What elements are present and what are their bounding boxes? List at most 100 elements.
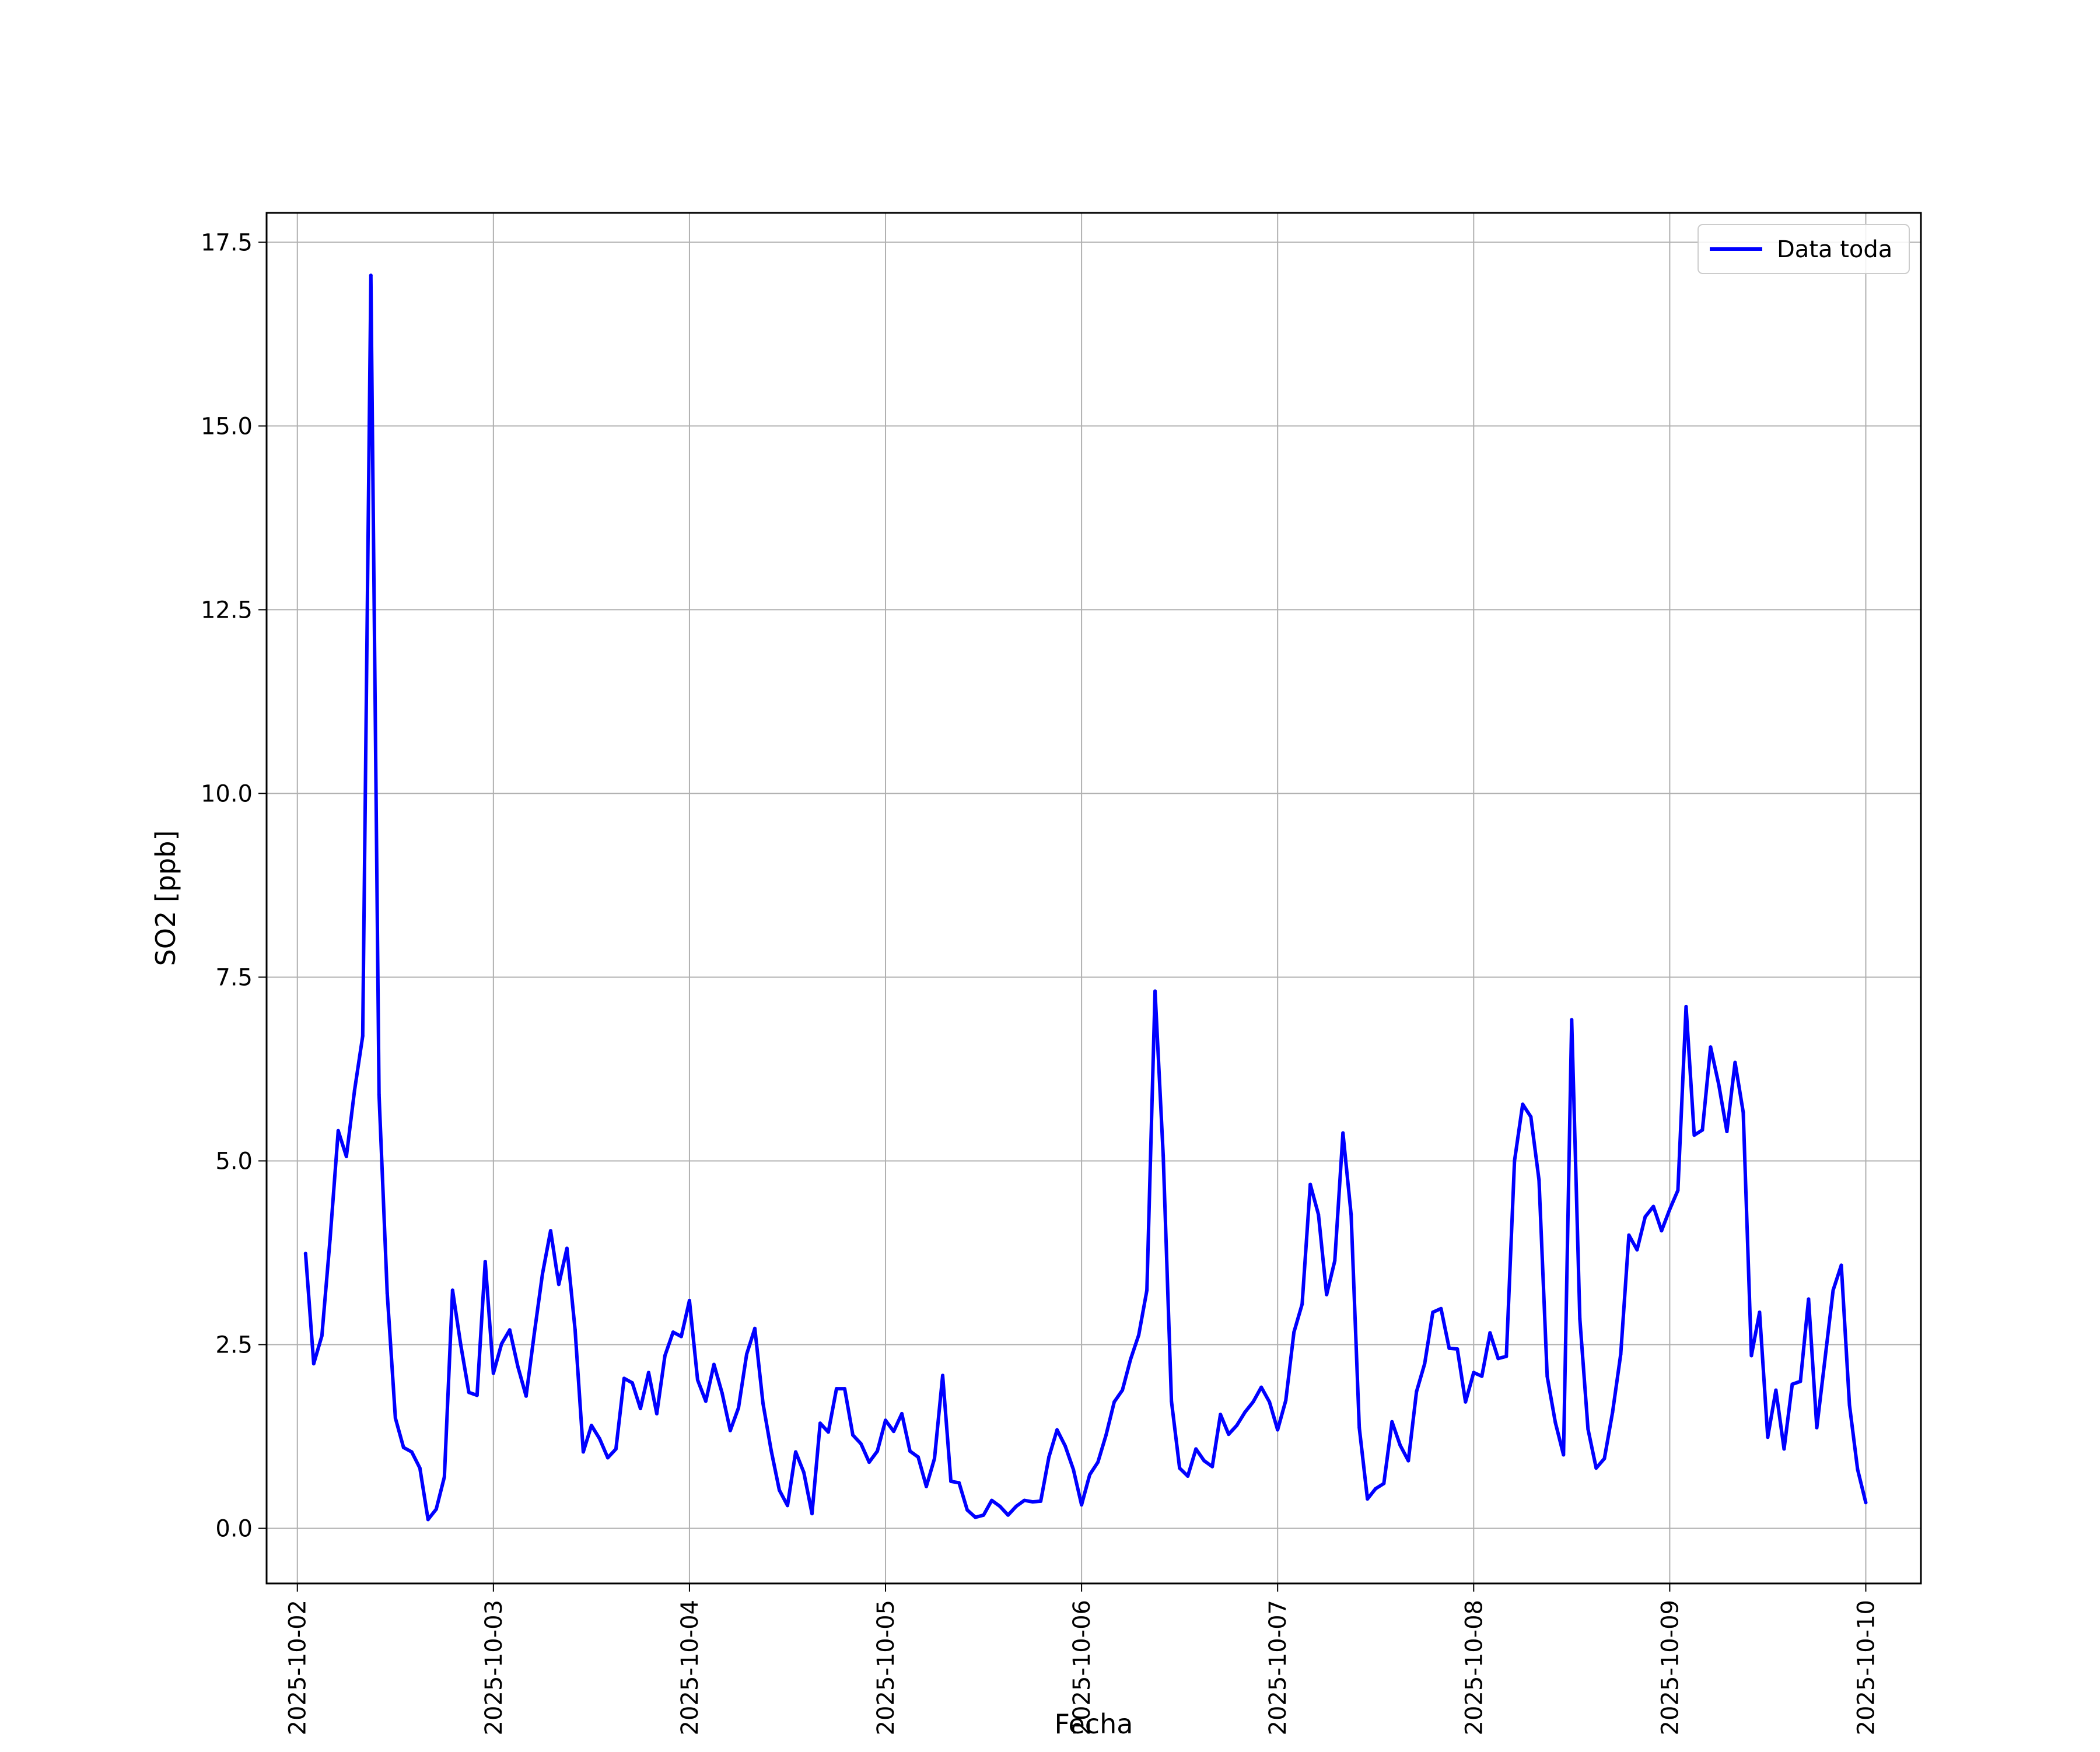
data-point bbox=[1611, 1410, 1615, 1414]
data-point bbox=[1251, 1400, 1255, 1404]
data-point bbox=[532, 1331, 536, 1336]
data-point bbox=[303, 1252, 307, 1256]
data-point bbox=[573, 1328, 577, 1332]
data-point bbox=[1398, 1443, 1402, 1448]
data-point bbox=[1504, 1354, 1508, 1358]
data-point bbox=[810, 1512, 814, 1516]
data-point bbox=[1856, 1467, 1860, 1471]
data-point bbox=[1823, 1357, 1827, 1361]
data-point bbox=[1488, 1331, 1492, 1335]
data-point bbox=[1464, 1400, 1468, 1404]
y-tick-label: 15.0 bbox=[201, 413, 253, 440]
x-tick-label: 2025-10-07 bbox=[1265, 1600, 1292, 1735]
data-point bbox=[1480, 1374, 1484, 1378]
data-point bbox=[499, 1342, 503, 1346]
data-point bbox=[1088, 1473, 1092, 1477]
data-point bbox=[982, 1513, 986, 1517]
data-point bbox=[1782, 1447, 1786, 1451]
data-point bbox=[548, 1229, 552, 1233]
x-tick-label: 2025-10-02 bbox=[285, 1600, 312, 1735]
y-tick-label: 7.5 bbox=[215, 964, 253, 991]
data-point bbox=[1439, 1306, 1443, 1311]
data-point bbox=[410, 1450, 414, 1454]
data-point bbox=[1153, 989, 1157, 993]
data-point bbox=[401, 1445, 405, 1449]
data-point bbox=[328, 1238, 332, 1242]
y-tick-label: 5.0 bbox=[215, 1148, 253, 1175]
data-point bbox=[1178, 1466, 1182, 1470]
data-point bbox=[851, 1433, 855, 1437]
data-point bbox=[827, 1430, 830, 1434]
data-point bbox=[1292, 1330, 1296, 1334]
x-tick-label: 2025-10-08 bbox=[1461, 1600, 1488, 1735]
data-point bbox=[1047, 1455, 1051, 1459]
data-point bbox=[1006, 1513, 1010, 1517]
data-point bbox=[916, 1455, 920, 1459]
data-point bbox=[1308, 1182, 1312, 1186]
data-point bbox=[769, 1448, 773, 1452]
data-point bbox=[1031, 1500, 1035, 1504]
data-point bbox=[483, 1260, 487, 1264]
data-point bbox=[835, 1387, 838, 1391]
data-point bbox=[360, 1034, 365, 1038]
data-point bbox=[1137, 1333, 1141, 1337]
data-point bbox=[352, 1088, 356, 1092]
data-point bbox=[1333, 1259, 1337, 1263]
data-point bbox=[1578, 1317, 1582, 1321]
data-point bbox=[475, 1393, 479, 1397]
x-tick-label: 2025-10-03 bbox=[481, 1600, 508, 1735]
data-point bbox=[1284, 1399, 1288, 1403]
data-point bbox=[320, 1334, 324, 1338]
data-point bbox=[1219, 1413, 1223, 1417]
data-point bbox=[679, 1334, 683, 1338]
data-point bbox=[1259, 1385, 1264, 1389]
data-point bbox=[1161, 1154, 1166, 1158]
data-point bbox=[794, 1450, 797, 1454]
data-point bbox=[802, 1470, 806, 1474]
data-point bbox=[1847, 1403, 1852, 1407]
data-point bbox=[786, 1504, 789, 1508]
data-point bbox=[1202, 1459, 1206, 1463]
data-point bbox=[720, 1391, 724, 1395]
data-point bbox=[1758, 1311, 1762, 1314]
data-point bbox=[450, 1288, 454, 1292]
data-point bbox=[900, 1411, 904, 1415]
y-tick-label: 12.5 bbox=[201, 597, 253, 623]
data-point bbox=[646, 1371, 650, 1375]
data-point bbox=[638, 1407, 642, 1411]
data-point bbox=[1545, 1374, 1549, 1378]
data-point bbox=[998, 1504, 1002, 1508]
data-point bbox=[1660, 1229, 1664, 1233]
data-point bbox=[312, 1362, 316, 1366]
data-point bbox=[761, 1401, 765, 1406]
data-point bbox=[1374, 1487, 1378, 1491]
data-point bbox=[1733, 1060, 1737, 1064]
data-point bbox=[737, 1406, 740, 1410]
data-point bbox=[867, 1460, 871, 1464]
data-point bbox=[753, 1326, 757, 1330]
data-point bbox=[1341, 1131, 1345, 1135]
data-point bbox=[745, 1352, 748, 1356]
data-point bbox=[508, 1328, 512, 1332]
data-point bbox=[459, 1343, 463, 1347]
data-point bbox=[1496, 1357, 1500, 1361]
data-point bbox=[876, 1449, 879, 1453]
y-tick-label: 2.5 bbox=[215, 1331, 253, 1358]
data-point bbox=[1447, 1346, 1451, 1350]
data-point bbox=[704, 1399, 708, 1403]
data-point bbox=[818, 1421, 822, 1425]
data-point bbox=[1537, 1178, 1541, 1182]
data-point bbox=[516, 1365, 520, 1369]
data-point bbox=[1676, 1188, 1680, 1192]
data-point bbox=[1235, 1424, 1239, 1428]
plot-area-frame bbox=[265, 212, 1922, 1585]
data-point bbox=[925, 1484, 928, 1488]
data-point bbox=[695, 1378, 699, 1382]
data-point bbox=[434, 1507, 438, 1511]
data-point bbox=[1039, 1499, 1043, 1503]
data-point bbox=[1276, 1428, 1280, 1432]
data-point bbox=[426, 1518, 430, 1522]
data-point bbox=[1194, 1447, 1198, 1451]
